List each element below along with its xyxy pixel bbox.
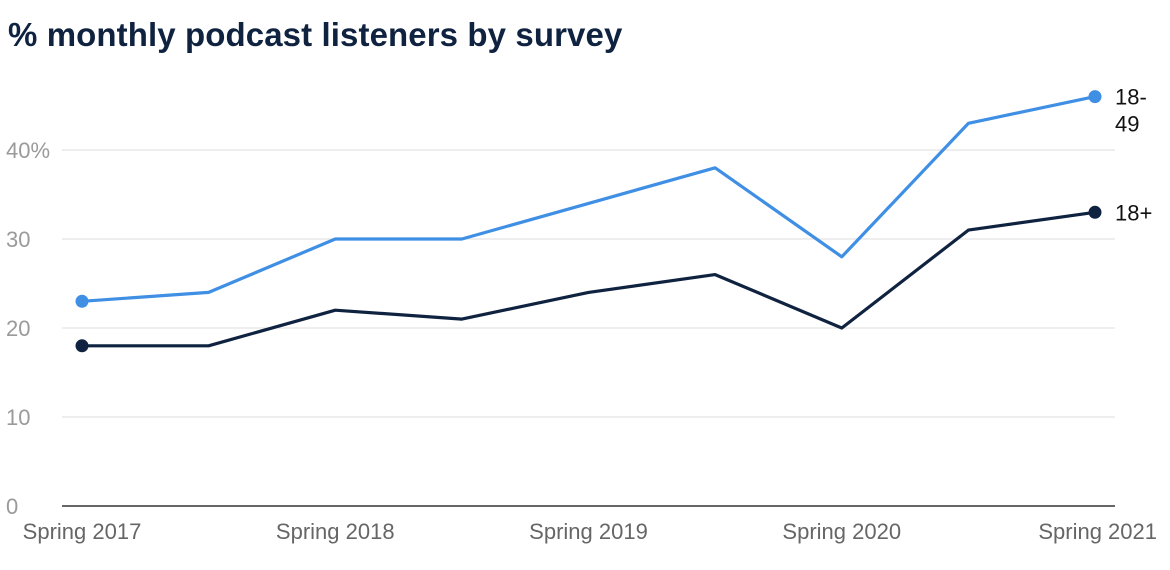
y-tick-label-20: 20 [6,316,30,341]
series-labels: 18-49 18+ [1115,85,1152,226]
x-tick-label-spring-2019: Spring 2019 [529,519,648,544]
series-point-18-start [75,339,89,353]
y-tick-label-40: 40% [6,138,50,163]
x-tick-label-spring-2018: Spring 2018 [276,519,395,544]
series-lines [80,95,1097,348]
series-label-18-49: 18-49 [1115,85,1147,137]
series-point-18-49-end [1088,90,1102,104]
y-tick-label-30: 30 [6,227,30,252]
x-tick-label-spring-2017: Spring 2017 [23,519,142,544]
series-line-18-49 [80,95,1097,303]
y-axis-ticks: 0 10 20 30 40% [6,138,50,519]
x-tick-label-spring-2021: Spring 2021 [1038,519,1157,544]
series-point-18-end [1088,205,1102,219]
chart-title: % monthly podcast listeners by survey [8,16,623,53]
y-tick-label-0: 0 [6,494,18,519]
y-tick-label-10: 10 [6,405,30,430]
gridlines [62,149,1115,507]
series-endpoints [75,90,1102,353]
series-label-18: 18+ [1115,200,1152,225]
x-axis-ticks: Spring 2017 Spring 2018 Spring 2019 Spring … [23,519,1157,544]
series-line-18 [80,210,1097,348]
series-point-18-49-start [75,294,89,308]
x-tick-label-spring-2020: Spring 2020 [782,519,901,544]
